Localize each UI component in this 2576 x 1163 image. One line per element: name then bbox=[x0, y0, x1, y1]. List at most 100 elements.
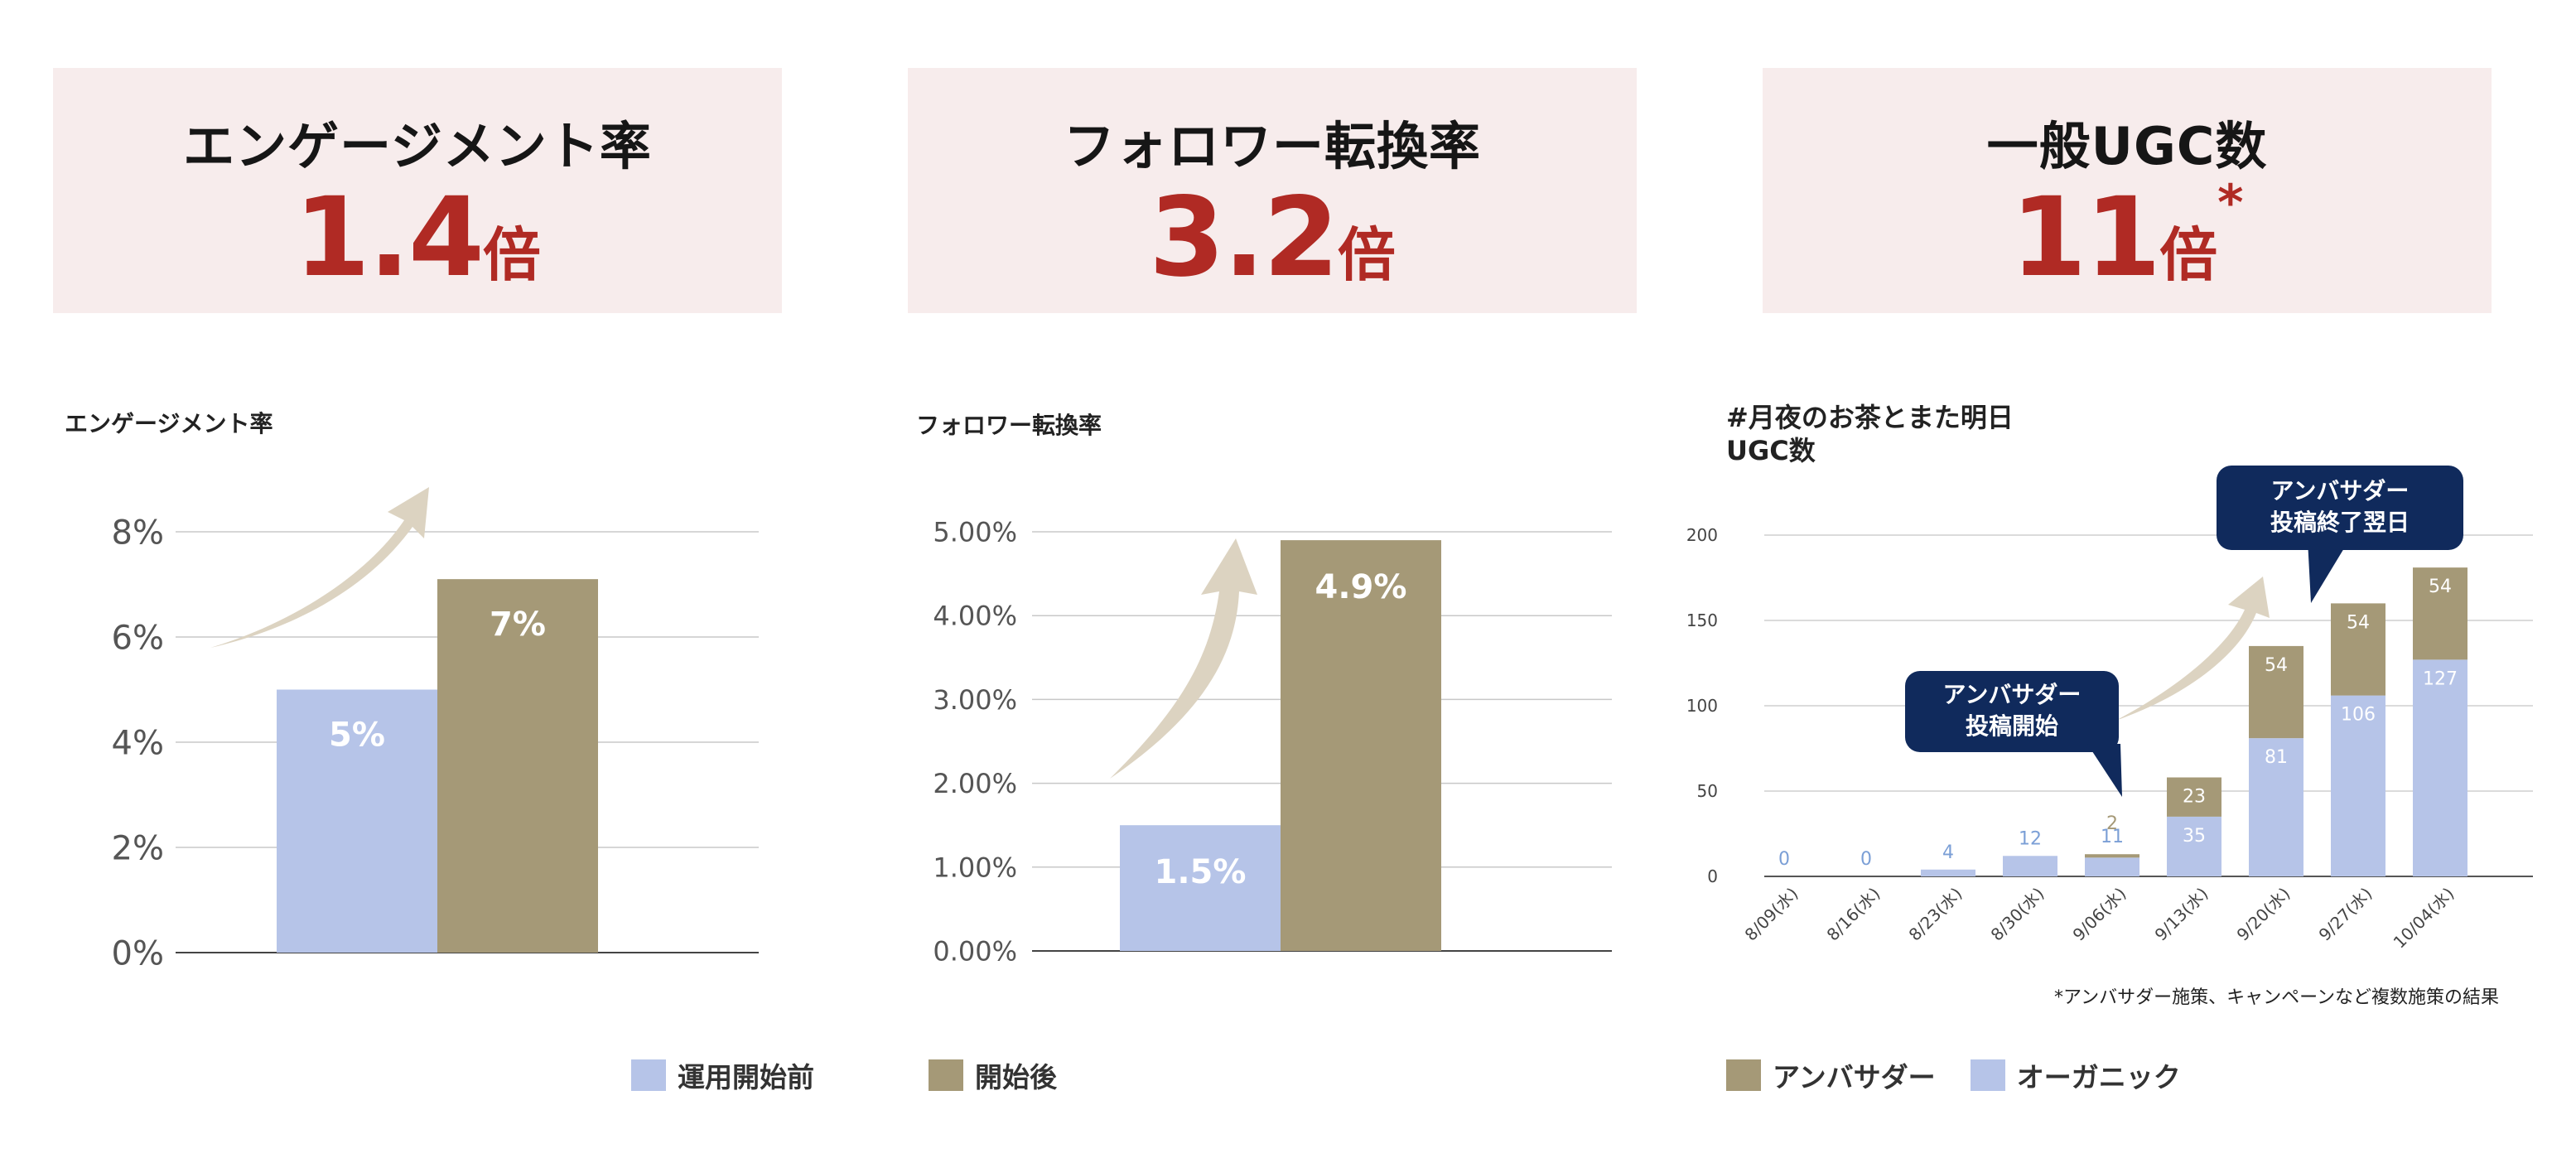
data-label-ambassador: 54 bbox=[2347, 612, 2370, 633]
x-tick-label: 9/13(水) bbox=[2151, 884, 2212, 945]
chart-title-ugc: #月夜のお茶とまた明日 UGC数 bbox=[1726, 401, 2014, 467]
legend-left: 運用開始前 開始後 bbox=[631, 1055, 1057, 1095]
y-tick-label: 4% bbox=[112, 724, 164, 762]
growth-arrow-icon bbox=[2115, 577, 2270, 721]
y-tick-label: 0% bbox=[112, 934, 164, 972]
annotation-line: アンバサダー bbox=[1942, 681, 2082, 708]
data-label-organic: 12 bbox=[2019, 828, 2042, 849]
chart-title-follower: フォロワー転換率 bbox=[916, 412, 1102, 439]
y-tick-label: 150 bbox=[1686, 610, 1718, 630]
y-tick-label: 6% bbox=[112, 619, 164, 657]
bar-organic bbox=[2167, 816, 2221, 876]
chart-title-engagement: エンゲージメント率 bbox=[65, 410, 273, 437]
data-label-ambassador: 2 bbox=[2106, 813, 2118, 834]
bar bbox=[1281, 540, 1441, 951]
y-tick-label: 4.00% bbox=[933, 601, 1017, 632]
kpi-value: 3.2倍 bbox=[908, 174, 1637, 302]
data-label: 1.5% bbox=[1155, 853, 1247, 891]
data-label-organic: 127 bbox=[2423, 668, 2458, 689]
x-tick-label: 9/20(水) bbox=[2233, 884, 2294, 945]
x-tick-label: 10/04(水) bbox=[2390, 884, 2458, 953]
kpi-card-engagement: エンゲージメント率 1.4倍 bbox=[53, 68, 782, 313]
kpi-label: エンゲージメント率 bbox=[183, 116, 652, 176]
kpi-number: 11 bbox=[2010, 174, 2161, 302]
kpi-label: 一般UGC数 bbox=[1986, 116, 2268, 176]
kpi-card-ugc: 一般UGC数 11倍* bbox=[1763, 68, 2492, 313]
legend-label-after: 開始後 bbox=[975, 1061, 1057, 1093]
bar-ambassador bbox=[2085, 854, 2139, 858]
x-tick-label: 8/23(水) bbox=[1905, 884, 1966, 945]
annotation-line: アンバサダー bbox=[2270, 477, 2410, 504]
follower-conversion-bar-chart: 0.00% 1.00% 2.00% 3.00% 4.00% 5.00% 1.5% 4.9% bbox=[933, 517, 1612, 968]
growth-arrow-icon bbox=[210, 487, 429, 648]
bar-ambassador bbox=[2413, 567, 2467, 660]
data-label-ambassador: 54 bbox=[2429, 577, 2452, 597]
kpi-number: 3.2 bbox=[1149, 174, 1339, 302]
data-label-organic: 0 bbox=[1860, 849, 1872, 870]
annotation-pointer bbox=[2087, 744, 2122, 797]
kpi-label: フォロワー転換率 bbox=[1063, 116, 1481, 176]
bar-ambassador bbox=[2249, 645, 2303, 739]
growth-arrow-icon bbox=[1110, 538, 1257, 779]
x-tick-label: 9/27(水) bbox=[2315, 884, 2376, 945]
kpi-number: 1.4 bbox=[294, 174, 485, 302]
bar bbox=[437, 579, 598, 953]
kpi-unit: 倍 bbox=[482, 221, 541, 289]
annotation-line: 投稿開始 bbox=[1965, 712, 2058, 740]
y-tick-label: 1.00% bbox=[933, 852, 1017, 883]
y-tick-label: 2.00% bbox=[933, 768, 1017, 799]
bar bbox=[1120, 825, 1281, 951]
y-tick-label: 2% bbox=[112, 829, 164, 867]
x-tick-label: 9/06(水) bbox=[2069, 884, 2130, 945]
bar bbox=[277, 689, 437, 953]
bar-ambassador bbox=[2167, 777, 2221, 817]
bar-organic bbox=[2331, 695, 2385, 876]
y-tick-label: 200 bbox=[1686, 525, 1718, 545]
annotation-line: 投稿終了翌日 bbox=[2270, 509, 2410, 536]
kpi-unit: 倍 bbox=[2159, 221, 2218, 289]
data-label-organic: 4 bbox=[1942, 842, 1954, 863]
y-tick-label: 0 bbox=[1707, 866, 1718, 886]
data-label-ambassador: 23 bbox=[2183, 787, 2206, 808]
legend-label-organic: オーガニック bbox=[2016, 1061, 2181, 1093]
y-tick-label: 8% bbox=[112, 514, 164, 552]
footnote: *アンバサダー施策、キャンペーンなど複数施策の結果 bbox=[2054, 987, 2500, 1008]
kpi-card-follower-conversion: フォロワー転換率 3.2倍 bbox=[908, 68, 1637, 313]
legend-right: アンバサダー オーガニック bbox=[1726, 1055, 2181, 1095]
annotation-ambassador-end: アンバサダー 投稿終了翌日 bbox=[2217, 466, 2463, 550]
y-tick-label: 50 bbox=[1697, 781, 1718, 801]
kpi-value: 1.4倍 bbox=[53, 174, 782, 302]
data-label-organic: 106 bbox=[2341, 705, 2376, 726]
ugc-stacked-bar-chart: 0 50 100 150 200 0 8/09(水) 0 8/16(水) 4 8/23(水) 12 8/… bbox=[1686, 525, 2533, 953]
data-label-organic: 81 bbox=[2265, 747, 2288, 768]
y-tick-label: 0.00% bbox=[933, 936, 1017, 968]
annotation-pointer bbox=[2308, 540, 2349, 603]
bar-organic bbox=[1921, 869, 1975, 876]
x-tick-label: 8/16(水) bbox=[1823, 884, 1884, 945]
data-label-organic: 35 bbox=[2183, 826, 2206, 847]
bar-ambassador bbox=[2331, 603, 2385, 696]
data-label: 4.9% bbox=[1315, 568, 1407, 606]
data-label: 7% bbox=[490, 606, 546, 644]
bar-organic bbox=[2413, 659, 2467, 876]
y-tick-label: 5.00% bbox=[933, 517, 1017, 548]
legend-swatch-ambassador bbox=[1726, 1059, 1761, 1091]
bar-organic bbox=[2249, 738, 2303, 876]
annotation-ambassador-start: アンバサダー 投稿開始 bbox=[1905, 671, 2119, 752]
kpi-value: 11倍* bbox=[1763, 174, 2492, 302]
y-tick-label: 3.00% bbox=[933, 684, 1017, 716]
legend-label-before: 運用開始前 bbox=[678, 1061, 814, 1093]
bar-organic bbox=[2085, 857, 2139, 876]
legend-swatch-after bbox=[929, 1059, 963, 1091]
data-label-ambassador: 54 bbox=[2265, 655, 2288, 676]
data-label: 5% bbox=[329, 717, 385, 755]
data-label-organic: 11 bbox=[2101, 827, 2124, 847]
chart-title-line: #月夜のお茶とまた明日 bbox=[1726, 402, 2014, 433]
y-tick-label: 100 bbox=[1686, 696, 1718, 716]
legend-swatch-before bbox=[631, 1059, 666, 1091]
engagement-bar-chart: 0% 2% 4% 6% 8% 5% 7% bbox=[112, 487, 759, 972]
x-tick-label: 8/09(水) bbox=[1741, 884, 1802, 945]
legend-label-ambassador: アンバサダー bbox=[1773, 1061, 1936, 1093]
chart-title-line: UGC数 bbox=[1726, 435, 1816, 466]
data-label-organic: 0 bbox=[1778, 849, 1790, 870]
